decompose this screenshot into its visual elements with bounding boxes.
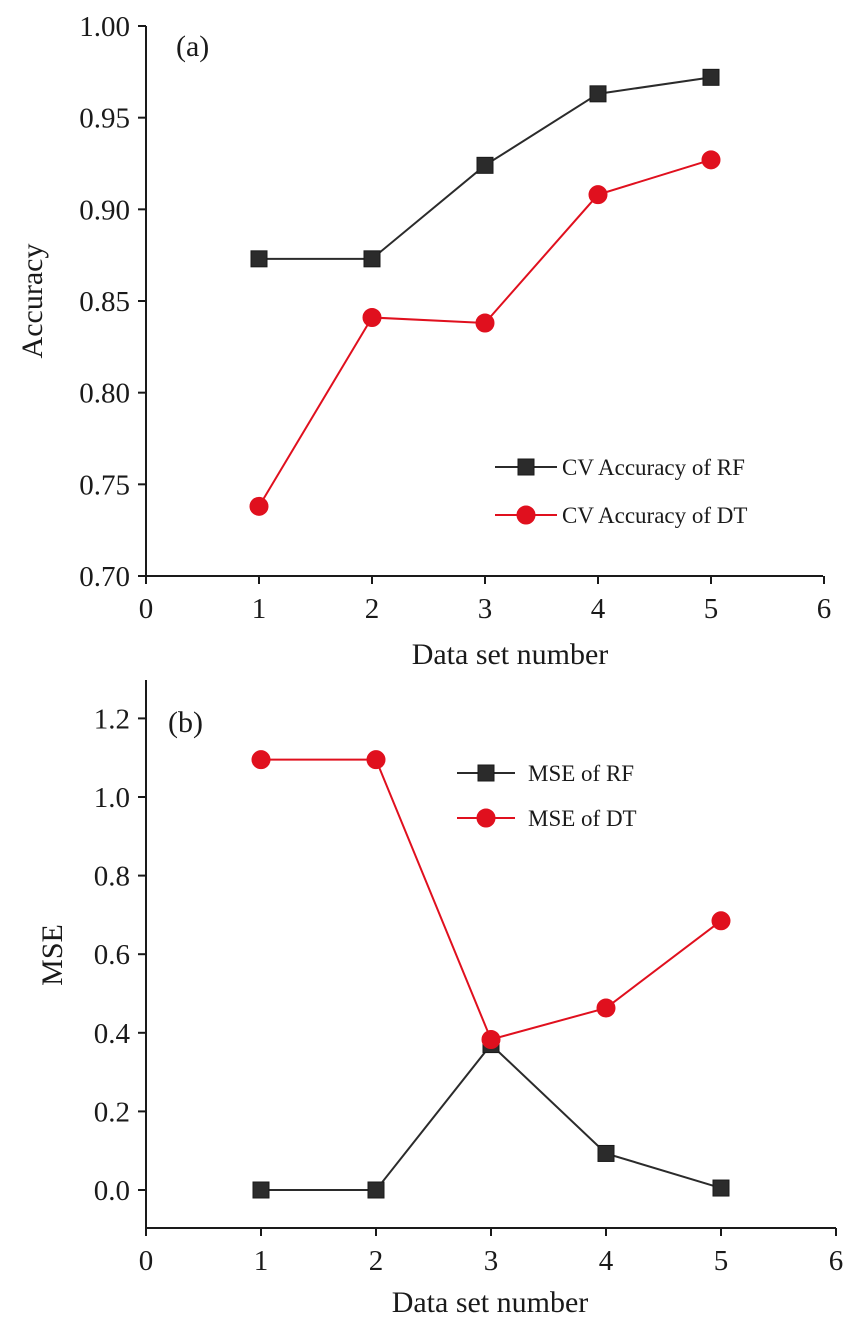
- x-tick-label: 0: [139, 593, 154, 625]
- legend-marker-dt: [476, 808, 496, 828]
- legend-marker-rf: [477, 764, 495, 782]
- series-line-dt: [261, 758, 722, 1041]
- panel-label: (b): [168, 706, 203, 739]
- data-point-dt: [588, 185, 608, 205]
- y-tick-label: 0.0: [94, 1175, 130, 1207]
- legend-marker-rf: [517, 458, 535, 476]
- data-point-dt: [251, 750, 271, 770]
- x-tick-label: 5: [704, 593, 719, 625]
- y-tick-label: 0.8: [94, 861, 130, 893]
- data-point-rf: [589, 85, 607, 103]
- data-point-dt: [701, 150, 721, 170]
- x-axis-title: Data set number: [412, 638, 609, 671]
- data-point-rf: [250, 250, 268, 268]
- y-tick-label: 0.80: [79, 378, 130, 410]
- data-point-rf: [597, 1144, 615, 1162]
- series-layer: [251, 750, 731, 1199]
- data-point-rf: [252, 1181, 270, 1199]
- x-tick-label: 1: [254, 1245, 269, 1277]
- y-tick-label: 0.70: [79, 561, 130, 593]
- x-tick-label: 1: [252, 593, 267, 625]
- data-point-dt: [366, 750, 386, 770]
- y-tick-label: 1.0: [94, 782, 130, 814]
- legend-label-rf: MSE of RF: [528, 761, 634, 786]
- y-tick-label: 0.85: [79, 286, 130, 318]
- data-point-dt: [481, 1029, 501, 1049]
- x-tick-label: 3: [478, 593, 493, 625]
- axis-ticks: 0 1 2 3 4 5 6 0.0 0.2 0.4 0.6 0.8 1.0 1.2: [94, 703, 844, 1277]
- data-point-dt: [711, 911, 731, 931]
- y-axis-title: Accuracy: [16, 244, 49, 359]
- data-point-rf: [712, 1179, 730, 1197]
- legend-label-rf: CV Accuracy of RF: [562, 455, 745, 480]
- y-tick-label: 0.90: [79, 194, 130, 226]
- x-tick-label: 4: [591, 593, 606, 625]
- y-axis-title: MSE: [36, 924, 69, 986]
- y-tick-label: 0.2: [94, 1096, 130, 1128]
- chart-panel-b: (b) Data set number MSE 0 1 2 3 4 5 6 0.0 0.2 0.4…: [36, 680, 843, 1319]
- x-tick-label: 0: [139, 1245, 154, 1277]
- y-tick-label: 0.75: [79, 469, 130, 501]
- data-point-dt: [362, 308, 382, 327]
- legend-label-dt: CV Accuracy of DT: [562, 503, 747, 528]
- x-tick-label: 2: [365, 593, 380, 625]
- chart-panel-a: (a) Data set number Accuracy 0 1 2 3 4 5 6 0.70…: [16, 11, 831, 671]
- data-point-dt: [475, 313, 495, 333]
- y-tick-label: 0.95: [79, 103, 130, 135]
- data-point-rf: [367, 1181, 385, 1199]
- x-tick-label: 5: [714, 1245, 729, 1277]
- panel-label: (a): [176, 30, 209, 63]
- legend-label-dt: MSE of DT: [528, 806, 637, 831]
- x-axis-title: Data set number: [392, 1286, 589, 1319]
- series-layer: [249, 68, 721, 516]
- y-tick-label: 0.6: [94, 939, 130, 971]
- x-tick-label: 6: [817, 593, 832, 625]
- x-tick-label: 4: [599, 1245, 614, 1277]
- x-tick-label: 3: [484, 1245, 499, 1277]
- legend-marker-dt: [516, 505, 536, 525]
- axis-ticks: 0 1 2 3 4 5 6 0.70 0.75 0.80 0.85 0.90 0.95 1.00: [79, 11, 831, 625]
- x-tick-label: 6: [829, 1245, 844, 1277]
- data-point-rf: [476, 156, 494, 174]
- series-line-rf: [261, 1043, 722, 1191]
- x-tick-label: 2: [369, 1245, 384, 1277]
- legend: CV Accuracy of RF CV Accuracy of DT: [495, 455, 747, 528]
- y-tick-label: 1.00: [79, 11, 130, 43]
- data-point-dt: [596, 998, 616, 1018]
- y-tick-label: 0.4: [94, 1018, 131, 1050]
- y-tick-label: 1.2: [94, 703, 130, 735]
- data-point-dt: [249, 496, 269, 516]
- data-point-rf: [702, 68, 720, 86]
- data-point-rf: [363, 250, 381, 268]
- legend: MSE of RF MSE of DT: [457, 761, 637, 831]
